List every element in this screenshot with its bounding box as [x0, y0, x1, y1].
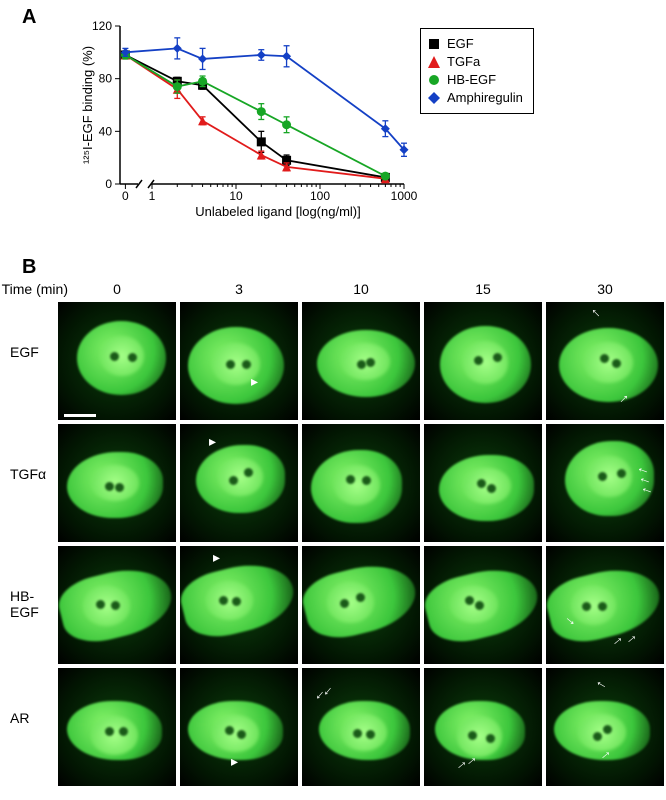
svg-text:Unlabeled ligand [log(ng/ml)]: Unlabeled ligand [log(ng/ml)]	[195, 204, 360, 219]
chart-legend: EGFTGFaHB-EGFAmphiregulin	[420, 28, 534, 114]
micrograph-cell	[58, 668, 176, 786]
row-label: EGF	[10, 344, 60, 360]
timepoint-label: 10	[302, 281, 420, 297]
svg-text:80: 80	[99, 72, 113, 86]
micrograph-cell	[302, 302, 420, 420]
micrograph-cell	[424, 302, 542, 420]
micrograph-cell	[180, 668, 298, 786]
micrograph-cell	[302, 546, 420, 664]
timepoint-label: 0	[58, 281, 176, 297]
micrograph-cell	[424, 424, 542, 542]
micrograph-cell	[58, 424, 176, 542]
row-label: AR	[10, 710, 60, 726]
timepoint-label: 3	[180, 281, 298, 297]
micrograph-cell	[180, 302, 298, 420]
row-label: HB-EGF	[10, 588, 60, 620]
micrograph-cell	[546, 668, 664, 786]
svg-text:10: 10	[229, 189, 243, 203]
svg-text:1000: 1000	[391, 189, 418, 203]
svg-text:120: 120	[92, 19, 112, 33]
binding-chart: 04080120¹²⁵I-EGF binding (%)01101001000U…	[80, 20, 410, 220]
svg-text:100: 100	[310, 189, 330, 203]
legend-item: Amphiregulin	[427, 89, 523, 107]
svg-text:40: 40	[99, 124, 113, 138]
micrograph-cell	[424, 668, 542, 786]
timepoint-label: 30	[546, 281, 664, 297]
micrograph-cell	[58, 546, 176, 664]
svg-text:1: 1	[149, 189, 156, 203]
panel-b-label: B	[22, 256, 36, 279]
micrograph-cell	[424, 546, 542, 664]
scale-bar	[64, 414, 96, 417]
panel-a-label: A	[22, 6, 36, 29]
timepoint-label: 15	[424, 281, 542, 297]
legend-item: HB-EGF	[427, 71, 523, 89]
micrograph-cell	[546, 546, 664, 664]
micrograph-cell	[302, 424, 420, 542]
legend-item: EGF	[427, 35, 523, 53]
row-label: TGFα	[10, 466, 60, 482]
micrograph-cell	[58, 302, 176, 420]
micrograph-cell	[302, 668, 420, 786]
svg-text:¹²⁵I-EGF binding (%): ¹²⁵I-EGF binding (%)	[80, 46, 95, 164]
svg-text:0: 0	[122, 189, 129, 203]
micrograph-cell	[546, 302, 664, 420]
micrograph-cell	[180, 424, 298, 542]
svg-text:0: 0	[105, 177, 112, 191]
micrograph-cell	[546, 424, 664, 542]
legend-item: TGFa	[427, 53, 523, 71]
micrograph-cell	[180, 546, 298, 664]
